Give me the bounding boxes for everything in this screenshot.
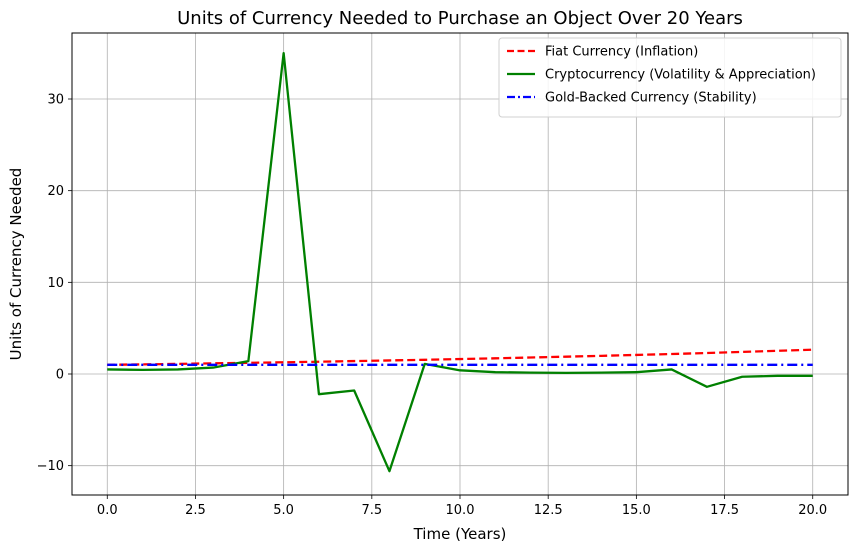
x-tick-label: 0.0: [97, 503, 118, 518]
series-layer: [107, 52, 813, 473]
y-tick-label: 30: [47, 93, 64, 108]
ticks: 0.0 2.5 5.0 7.5 10.0 12.5 15.0 17.5 20.0 −10 0 10 20…: [37, 93, 828, 519]
legend-label-1: Cryptocurrency (Volatility & Appreciatio…: [545, 68, 816, 83]
legend-box: [498, 37, 842, 118]
x-tick-label: 2.5: [185, 503, 206, 518]
x-tick-label: 7.5: [361, 503, 382, 518]
legend: Fiat Currency (Inflation) Cryptocurrency …: [498, 37, 842, 118]
legend-label-0: Fiat Currency (Inflation): [545, 45, 698, 60]
x-axis-label: Time (Years): [413, 525, 507, 543]
y-tick-label: −10: [37, 459, 64, 474]
y-tick-label: 0: [56, 368, 64, 383]
y-axis-label: Units of Currency Needed: [7, 168, 25, 361]
x-tick-label: 15.0: [622, 503, 651, 518]
x-tick-label: 17.5: [710, 503, 739, 518]
y-tick-label: 20: [47, 184, 64, 199]
y-tick-label: 10: [47, 276, 64, 291]
series-line-0: [107, 348, 813, 366]
series-line-1: [107, 52, 813, 473]
x-tick-label: 12.5: [534, 503, 563, 518]
legend-label-2: Gold-Backed Currency (Stability): [545, 91, 757, 106]
chart-title: Units of Currency Needed to Purchase an …: [177, 8, 743, 29]
x-tick-label: 20.0: [798, 503, 827, 518]
x-tick-label: 10.0: [446, 503, 475, 518]
x-tick-label: 5.0: [273, 503, 294, 518]
